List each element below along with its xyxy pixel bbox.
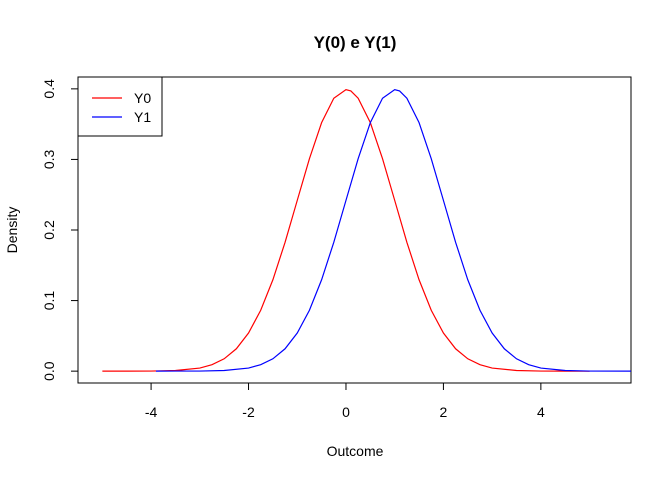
legend-label-y1: Y1 [134, 109, 151, 125]
y-axis-label: Density [4, 207, 20, 254]
x-tick-label: -4 [145, 404, 158, 420]
chart-title: Y(0) e Y(1) [314, 33, 397, 52]
x-tick-label: 4 [537, 404, 545, 420]
x-tick-label: -2 [242, 404, 255, 420]
x-tick-label: 2 [440, 404, 448, 420]
x-axis-label: Outcome [327, 443, 384, 459]
y-tick-label: 0.2 [41, 220, 57, 240]
legend-label-y0: Y0 [134, 90, 151, 106]
series-line-y1 [155, 88, 632, 372]
y-tick-label: 0.0 [41, 361, 57, 381]
series-layer [102, 88, 632, 372]
y-tick-label: 0.4 [41, 79, 57, 99]
series-line-y0 [102, 88, 590, 372]
y-tick-label: 0.1 [41, 291, 57, 311]
legend-box [77, 76, 163, 137]
y-tick-label: 0.3 [41, 149, 57, 169]
x-tick-label: 0 [342, 404, 350, 420]
